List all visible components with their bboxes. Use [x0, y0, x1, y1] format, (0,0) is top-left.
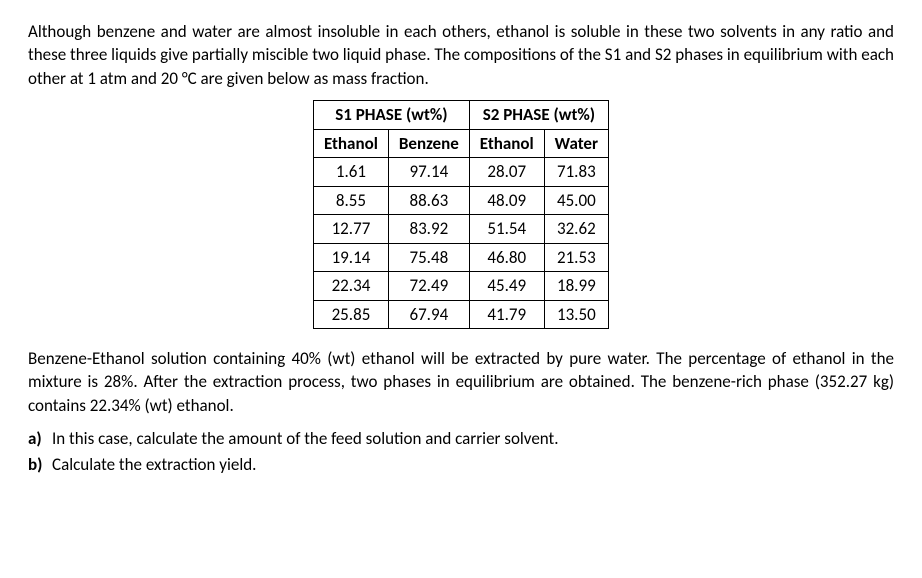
table-row: 22.34 72.49 45.49 18.99: [314, 272, 609, 300]
table-row: 25.85 67.94 41.79 13.50: [314, 300, 609, 328]
cell: 19.14: [314, 243, 389, 271]
cell: 97.14: [388, 158, 469, 186]
cell: 45.49: [469, 272, 544, 300]
phase-data-table: S1 PHASE (wt%) S2 PHASE (wt%) Ethanol Be…: [313, 100, 609, 329]
header-s2: S2 PHASE (wt%): [469, 101, 608, 129]
cell: 18.99: [544, 272, 608, 300]
cell: 48.09: [469, 186, 544, 214]
problem-paragraph: Benzene-Ethanol solution containing 40% …: [28, 347, 894, 417]
table-row: 19.14 75.48 46.80 21.53: [314, 243, 609, 271]
item-text: In this case, calculate the amount of th…: [52, 427, 894, 450]
sub-header: Water: [544, 129, 608, 157]
cell: 22.34: [314, 272, 389, 300]
table-row: 1.61 97.14 28.07 71.83: [314, 158, 609, 186]
intro-paragraph: Although benzene and water are almost in…: [28, 20, 894, 90]
question-a: a) In this case, calculate the amount of…: [28, 427, 894, 450]
item-letter: b): [28, 453, 52, 476]
cell: 88.63: [388, 186, 469, 214]
cell: 28.07: [469, 158, 544, 186]
cell: 13.50: [544, 300, 608, 328]
sub-header: Benzene: [388, 129, 469, 157]
table-row: 12.77 83.92 51.54 32.62: [314, 215, 609, 243]
cell: 67.94: [388, 300, 469, 328]
cell: 46.80: [469, 243, 544, 271]
item-letter: a): [28, 427, 52, 450]
cell: 1.61: [314, 158, 389, 186]
cell: 71.83: [544, 158, 608, 186]
cell: 32.62: [544, 215, 608, 243]
cell: 72.49: [388, 272, 469, 300]
sub-header: Ethanol: [469, 129, 544, 157]
header-s1: S1 PHASE (wt%): [314, 101, 470, 129]
cell: 12.77: [314, 215, 389, 243]
question-b: b) Calculate the extraction yield.: [28, 453, 894, 476]
cell: 25.85: [314, 300, 389, 328]
cell: 83.92: [388, 215, 469, 243]
cell: 51.54: [469, 215, 544, 243]
cell: 21.53: [544, 243, 608, 271]
cell: 75.48: [388, 243, 469, 271]
sub-header: Ethanol: [314, 129, 389, 157]
question-list: a) In this case, calculate the amount of…: [28, 427, 894, 476]
cell: 41.79: [469, 300, 544, 328]
cell: 8.55: [314, 186, 389, 214]
cell: 45.00: [544, 186, 608, 214]
item-text: Calculate the extraction yield.: [52, 453, 894, 476]
table-row: 8.55 88.63 48.09 45.00: [314, 186, 609, 214]
